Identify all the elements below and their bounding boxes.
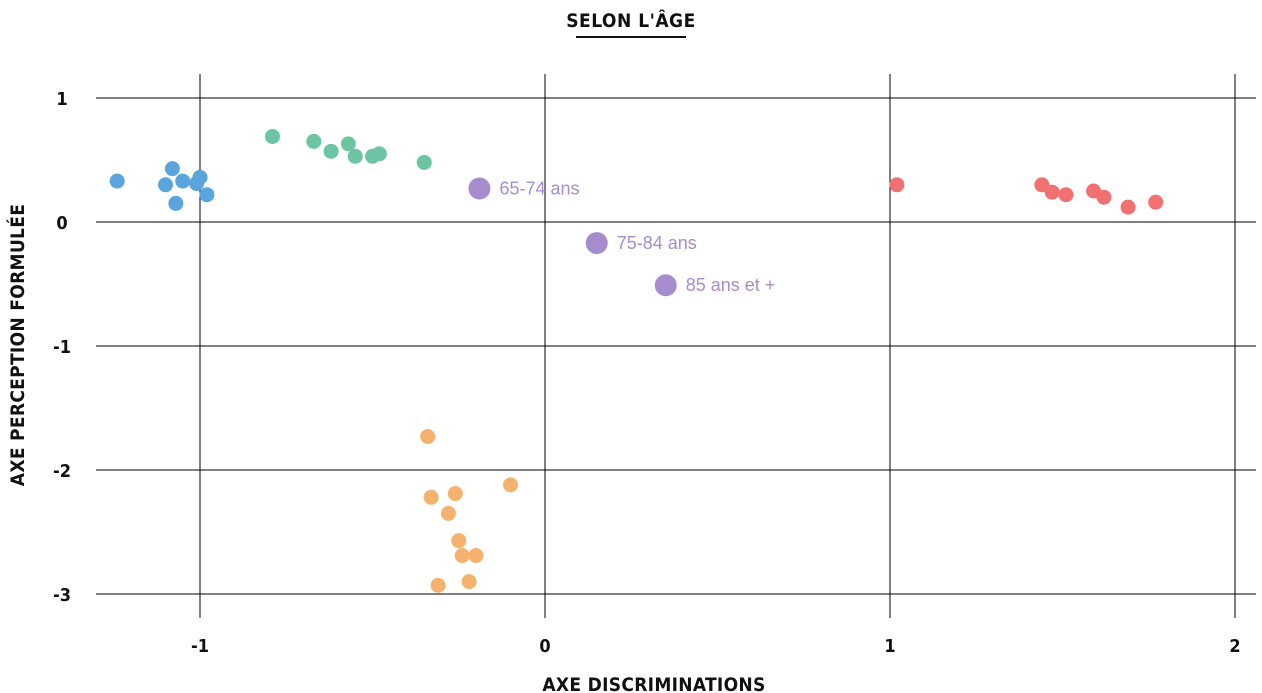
data-point bbox=[306, 133, 322, 149]
data-point bbox=[1044, 184, 1060, 200]
data-point bbox=[340, 136, 356, 152]
labelled-point bbox=[654, 274, 677, 297]
y-tick-label: 1 bbox=[56, 89, 67, 110]
data-point bbox=[164, 161, 180, 177]
point-label: 85 ans et + bbox=[686, 275, 776, 295]
point-label: 75-84 ans bbox=[617, 233, 697, 253]
data-point bbox=[1120, 199, 1136, 215]
data-point bbox=[420, 429, 436, 445]
tick-labels: -1 0 1 2 1 0 -1 -2 -3 bbox=[53, 89, 1241, 657]
data-point bbox=[440, 505, 456, 521]
y-tick-label: -1 bbox=[53, 337, 71, 358]
labelled-point bbox=[585, 232, 608, 255]
point-labels: 65-74 ans 75-84 ans 85 ans et + bbox=[499, 179, 775, 296]
data-point bbox=[461, 574, 477, 590]
data-point bbox=[347, 148, 363, 164]
data-point bbox=[451, 533, 467, 549]
y-tick-label: -3 bbox=[53, 585, 71, 606]
y-tick-label: 0 bbox=[56, 213, 67, 234]
y-axis-title: AXE PERCEPTION FORMULÉE bbox=[6, 204, 29, 486]
data-point bbox=[454, 548, 470, 564]
data-point bbox=[158, 177, 173, 193]
data-point bbox=[1096, 189, 1112, 205]
data-point bbox=[199, 187, 215, 203]
x-tick-label: 0 bbox=[539, 636, 550, 657]
data-point bbox=[189, 176, 205, 192]
data-point bbox=[371, 146, 387, 162]
grid-lines bbox=[96, 74, 1256, 618]
x-tick-label: 1 bbox=[884, 636, 895, 657]
labelled-point bbox=[468, 177, 491, 200]
x-axis-title: AXE DISCRIMINATIONS bbox=[542, 674, 765, 693]
data-point bbox=[1148, 194, 1164, 210]
data-point bbox=[109, 173, 125, 189]
data-point bbox=[468, 548, 484, 564]
data-point bbox=[168, 195, 184, 211]
point-label: 65-74 ans bbox=[499, 179, 579, 199]
x-tick-label: -1 bbox=[191, 636, 209, 657]
data-point bbox=[447, 486, 463, 502]
data-point bbox=[323, 143, 339, 159]
y-tick-label: -2 bbox=[53, 461, 71, 482]
data-point bbox=[430, 577, 446, 593]
chart-title: SELON L'ÂGE bbox=[566, 9, 696, 32]
data-point bbox=[416, 154, 432, 170]
data-point bbox=[1058, 187, 1074, 203]
data-point bbox=[503, 477, 518, 493]
data-point bbox=[175, 173, 191, 189]
data-point bbox=[423, 489, 439, 505]
data-point bbox=[889, 177, 905, 193]
data-point bbox=[264, 128, 280, 144]
data-point bbox=[1034, 177, 1050, 193]
x-tick-label: 2 bbox=[1229, 636, 1240, 657]
data-points bbox=[109, 128, 1164, 593]
